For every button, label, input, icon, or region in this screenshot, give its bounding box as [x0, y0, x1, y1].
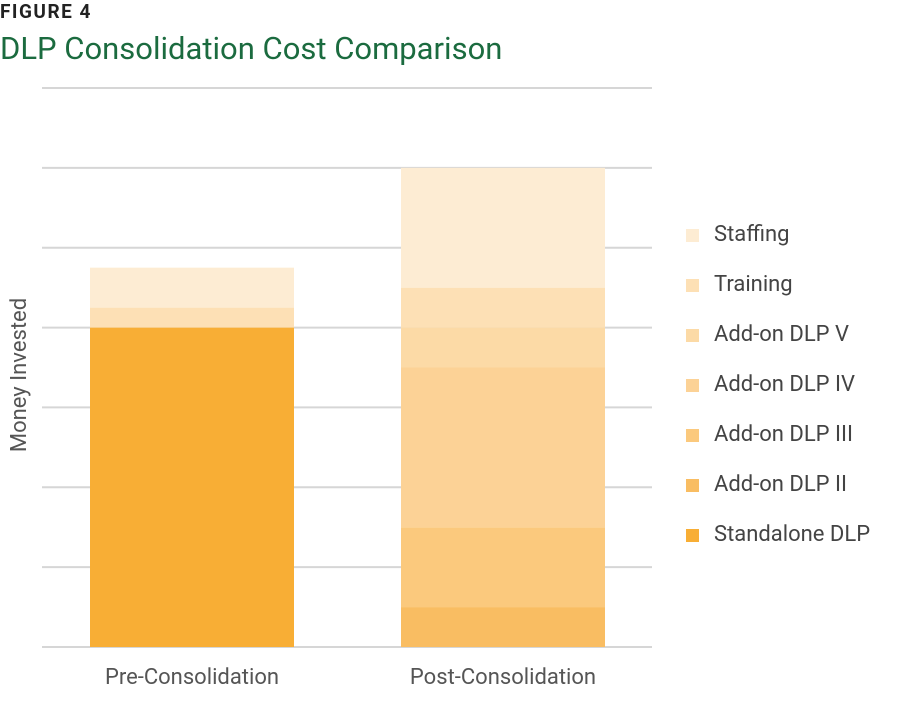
x-tick-label: Pre-Consolidation	[105, 665, 279, 690]
legend-swatch	[686, 279, 699, 292]
bar-segment	[401, 527, 605, 608]
legend-swatch	[686, 329, 699, 342]
legend-label: Standalone DLP	[714, 522, 870, 547]
legend-label: Training	[714, 272, 793, 297]
legend-swatch	[686, 529, 699, 542]
legend-label: Add-on DLP III	[714, 422, 853, 447]
legend-swatch	[686, 229, 699, 242]
chart-title: DLP Consolidation Cost Comparison	[0, 30, 502, 67]
legend-swatch	[686, 379, 699, 392]
x-tick-label: Post-Consolidation	[410, 665, 596, 690]
legend-label: Add-on DLP II	[714, 472, 847, 497]
bar-segment	[90, 307, 294, 328]
legend-swatch	[686, 479, 699, 492]
figure-label: FIGURE 4	[0, 0, 92, 23]
bar-segment	[401, 327, 605, 368]
y-axis-label: Money Invested	[7, 298, 32, 452]
bar-segment	[401, 607, 605, 647]
legend-label: Staffing	[714, 222, 790, 247]
bar-segment	[401, 167, 605, 288]
legend-label: Add-on DLP IV	[714, 372, 855, 397]
legend-swatch	[686, 429, 699, 442]
bar-segment	[401, 287, 605, 328]
legend-label: Add-on DLP V	[714, 322, 849, 347]
bar-segment	[90, 267, 294, 308]
bar-segment	[401, 367, 605, 528]
bar-segment	[90, 327, 294, 647]
